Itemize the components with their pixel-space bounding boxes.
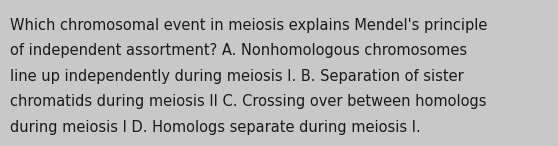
Text: line up independently during meiosis I. B. Separation of sister: line up independently during meiosis I. … bbox=[10, 69, 464, 84]
Text: of independent assortment? A. Nonhomologous chromosomes: of independent assortment? A. Nonhomolog… bbox=[10, 43, 467, 58]
Text: during meiosis I D. Homologs separate during meiosis I.: during meiosis I D. Homologs separate du… bbox=[10, 120, 421, 135]
Text: Which chromosomal event in meiosis explains Mendel's principle: Which chromosomal event in meiosis expla… bbox=[10, 18, 488, 33]
Text: chromatids during meiosis II C. Crossing over between homologs: chromatids during meiosis II C. Crossing… bbox=[10, 94, 487, 109]
